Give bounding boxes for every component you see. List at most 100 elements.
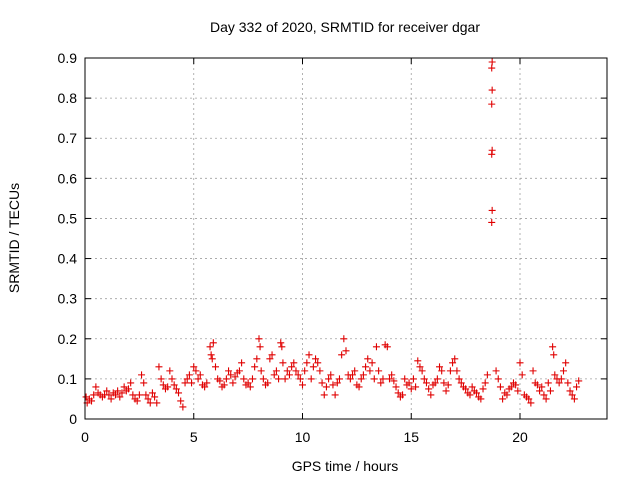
data-point — [512, 381, 520, 389]
data-point — [144, 395, 152, 403]
data-point — [166, 367, 174, 375]
data-point — [107, 395, 115, 403]
data-point — [557, 375, 565, 383]
data-point — [494, 375, 502, 383]
data-point — [251, 363, 259, 371]
data-point — [140, 379, 148, 387]
data-point — [111, 391, 119, 399]
data-point — [392, 383, 400, 391]
data-point — [514, 387, 522, 395]
chart-title: Day 332 of 2020, SRMTID for receiver dga… — [210, 19, 480, 35]
data-point — [420, 375, 428, 383]
data-point — [256, 343, 264, 351]
data-point — [264, 379, 272, 387]
data-point — [116, 393, 124, 401]
y-tick-label: 0.2 — [58, 331, 78, 347]
data-point — [483, 371, 491, 379]
data-point — [307, 375, 315, 383]
data-point — [181, 379, 189, 387]
data-point — [427, 391, 435, 399]
data-point — [564, 379, 572, 387]
data-point — [496, 383, 504, 391]
data-point — [333, 379, 341, 387]
data-point — [255, 335, 263, 343]
data-point — [92, 383, 100, 391]
data-point — [170, 381, 178, 389]
data-point — [422, 379, 430, 387]
data-point — [201, 383, 209, 391]
data-point — [125, 385, 132, 393]
y-tick-label: 0.4 — [58, 251, 78, 267]
x-tick-label: 10 — [295, 429, 311, 445]
x-tick-label: 0 — [81, 429, 89, 445]
data-point — [488, 100, 496, 108]
data-point — [560, 367, 567, 375]
data-point — [235, 367, 243, 375]
data-point — [418, 367, 426, 375]
data-point — [238, 359, 246, 367]
data-point — [550, 351, 558, 359]
data-point — [175, 389, 183, 397]
data-point — [118, 389, 126, 397]
data-point — [488, 58, 496, 66]
data-point — [446, 367, 454, 375]
data-point — [488, 86, 496, 94]
data-point — [540, 391, 548, 399]
data-point — [277, 339, 285, 347]
data-point — [194, 375, 202, 383]
data-point — [479, 385, 487, 393]
data-point — [386, 375, 393, 383]
data-point — [379, 375, 387, 383]
data-point — [562, 359, 570, 367]
data-point — [355, 383, 363, 391]
data-point — [527, 399, 535, 407]
data-point — [292, 367, 300, 375]
data-point — [351, 367, 359, 375]
data-point — [503, 391, 511, 399]
data-point — [172, 385, 180, 393]
data-point — [399, 391, 407, 399]
data-point — [499, 395, 507, 403]
x-tick-labels: 0 5 10 15 20 — [81, 429, 528, 445]
data-point — [155, 363, 163, 371]
data-point — [142, 391, 150, 399]
data-point — [570, 395, 578, 403]
x-tick-label: 5 — [190, 429, 198, 445]
data-point — [259, 375, 267, 383]
data-point — [318, 379, 326, 387]
data-point — [114, 387, 122, 395]
x-tick-label: 20 — [512, 429, 528, 445]
y-tick-label: 0.7 — [58, 130, 78, 146]
data-point — [299, 381, 306, 389]
x-tick-label: 15 — [403, 429, 419, 445]
data-point — [290, 359, 298, 367]
data-point — [488, 146, 496, 154]
data-point — [368, 359, 376, 367]
data-point — [316, 367, 324, 375]
data-point — [303, 359, 311, 367]
data-point — [246, 383, 254, 391]
data-point — [546, 387, 554, 395]
data-point — [209, 339, 217, 347]
data-point — [179, 403, 187, 411]
data-point — [133, 397, 141, 405]
data-point — [440, 379, 448, 387]
axis-ticks — [84, 57, 607, 420]
data-point — [455, 375, 463, 383]
data-point — [159, 381, 167, 389]
y-tick-label: 0 — [69, 411, 77, 427]
data-point — [370, 375, 378, 383]
data-points — [82, 58, 583, 411]
data-point — [488, 64, 496, 72]
data-point — [375, 367, 383, 375]
data-point — [196, 371, 204, 379]
data-point — [329, 381, 337, 389]
y-tick-label: 0.1 — [58, 371, 78, 387]
data-point — [208, 355, 216, 363]
data-point — [157, 375, 165, 383]
data-point — [244, 379, 252, 387]
data-point — [320, 391, 328, 399]
data-point — [568, 391, 576, 399]
data-point — [551, 371, 559, 379]
